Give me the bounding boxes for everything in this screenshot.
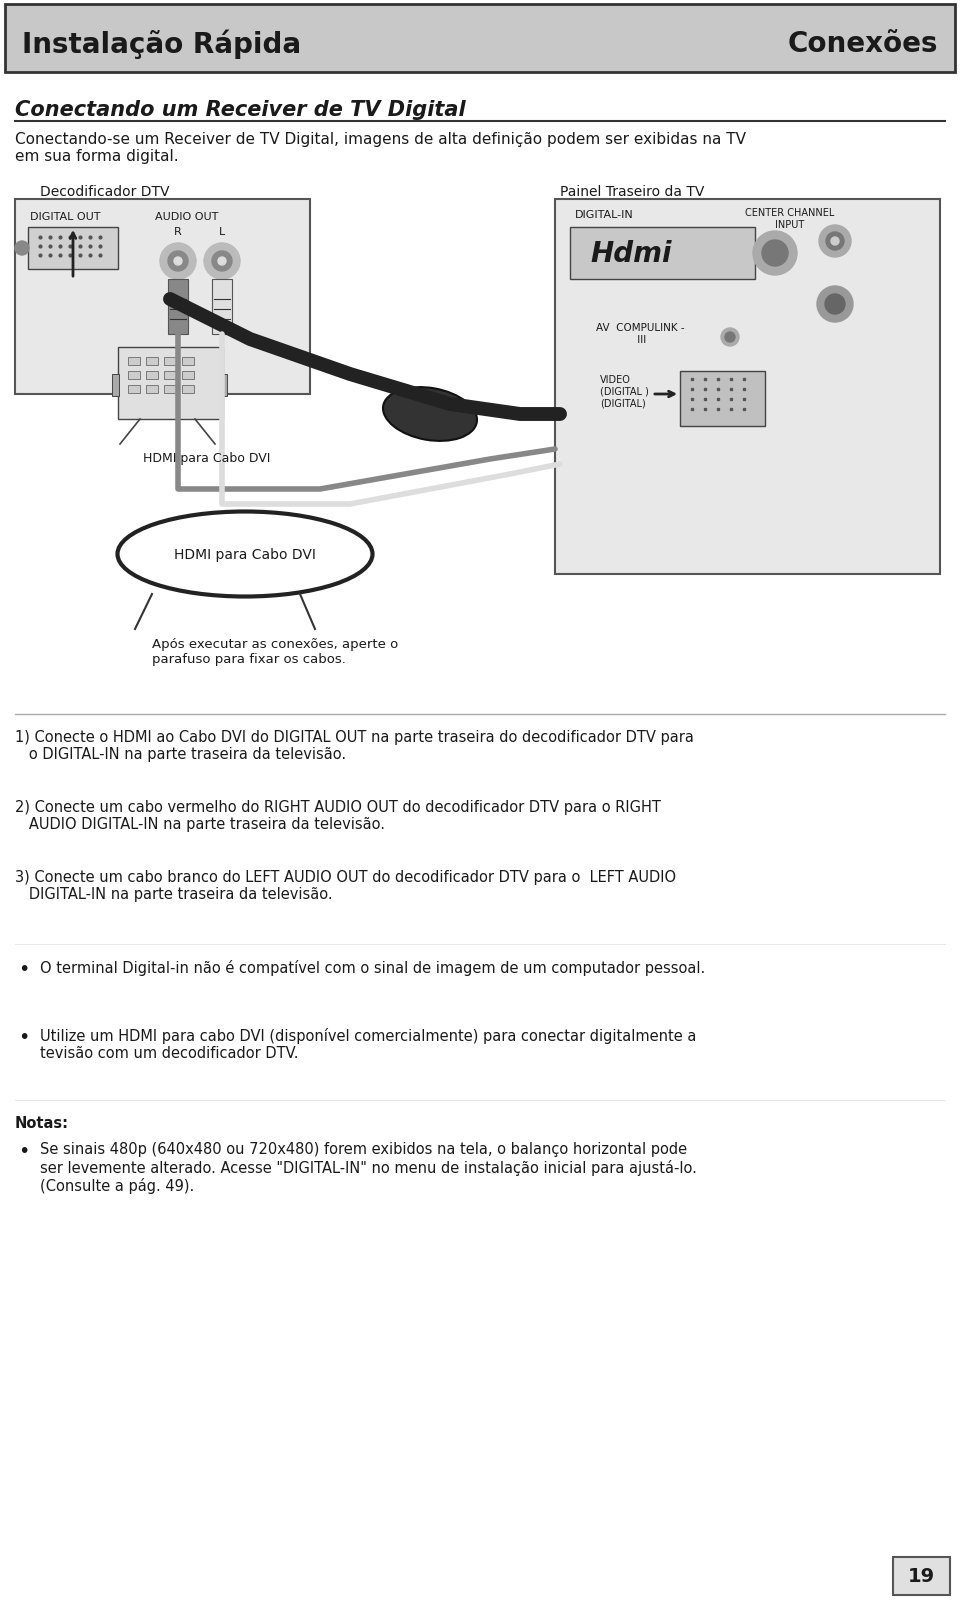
Circle shape [204, 244, 240, 279]
FancyBboxPatch shape [164, 358, 176, 366]
Text: HDMI para Cabo DVI: HDMI para Cabo DVI [143, 451, 271, 465]
FancyBboxPatch shape [128, 358, 140, 366]
FancyBboxPatch shape [570, 228, 755, 279]
Text: Se sinais 480p (640x480 ou 720x480) forem exibidos na tela, o balanço horizontal: Se sinais 480p (640x480 ou 720x480) fore… [40, 1141, 697, 1194]
FancyBboxPatch shape [118, 348, 223, 421]
Text: Painel Traseiro da TV: Painel Traseiro da TV [560, 185, 705, 199]
Circle shape [168, 252, 188, 271]
Circle shape [819, 226, 851, 258]
FancyBboxPatch shape [128, 385, 140, 393]
Text: Notas:: Notas: [15, 1115, 69, 1130]
Text: 19: 19 [907, 1566, 935, 1586]
FancyBboxPatch shape [164, 372, 176, 380]
Text: Hdmi: Hdmi [590, 239, 671, 268]
Circle shape [218, 258, 226, 266]
Text: O terminal Digital-in não é compatível com o sinal de imagem de um computador pe: O terminal Digital-in não é compatível c… [40, 960, 706, 976]
Text: •: • [18, 1027, 30, 1046]
Text: DIGITAL OUT: DIGITAL OUT [30, 212, 101, 221]
FancyBboxPatch shape [680, 372, 765, 427]
FancyBboxPatch shape [146, 372, 158, 380]
Circle shape [212, 252, 232, 271]
Text: Decodificador DTV: Decodificador DTV [40, 185, 170, 199]
Text: 2) Conecte um cabo vermelho do RIGHT AUDIO OUT do decodificador DTV para o RIGHT: 2) Conecte um cabo vermelho do RIGHT AUD… [15, 799, 660, 831]
FancyBboxPatch shape [128, 372, 140, 380]
FancyBboxPatch shape [146, 358, 158, 366]
Circle shape [721, 329, 739, 347]
Circle shape [160, 244, 196, 279]
Text: Conexões: Conexões [787, 30, 938, 58]
Text: •: • [18, 1141, 30, 1160]
Text: 3) Conecte um cabo branco do LEFT AUDIO OUT do decodificador DTV para o  LEFT AU: 3) Conecte um cabo branco do LEFT AUDIO … [15, 870, 676, 902]
Circle shape [817, 287, 853, 323]
FancyBboxPatch shape [893, 1557, 950, 1595]
Circle shape [725, 332, 735, 343]
FancyBboxPatch shape [164, 385, 176, 393]
Text: R: R [174, 226, 181, 238]
Circle shape [825, 295, 845, 315]
Text: AV  COMPULINK -
 III: AV COMPULINK - III [596, 323, 684, 345]
Circle shape [15, 242, 29, 255]
Text: CENTER CHANNEL
INPUT: CENTER CHANNEL INPUT [745, 209, 834, 230]
Text: Conectando-se um Receiver de TV Digital, imagens de alta definição podem ser exi: Conectando-se um Receiver de TV Digital,… [15, 132, 746, 164]
Circle shape [762, 241, 788, 266]
Circle shape [826, 233, 844, 250]
Text: AUDIO OUT: AUDIO OUT [155, 212, 218, 221]
FancyBboxPatch shape [212, 279, 232, 335]
Text: •: • [18, 960, 30, 979]
Text: VIDEO
(DIGITAL )
(DIGITAL): VIDEO (DIGITAL ) (DIGITAL) [600, 374, 649, 408]
FancyBboxPatch shape [168, 279, 188, 335]
FancyBboxPatch shape [112, 374, 119, 396]
FancyBboxPatch shape [182, 385, 194, 393]
FancyBboxPatch shape [182, 372, 194, 380]
FancyBboxPatch shape [555, 201, 940, 575]
Text: L: L [219, 226, 226, 238]
Text: Após executar as conexões, aperte o
parafuso para fixar os cabos.: Após executar as conexões, aperte o para… [152, 637, 398, 666]
Text: 1) Conecte o HDMI ao Cabo DVI do DIGITAL OUT na parte traseira do decodificador : 1) Conecte o HDMI ao Cabo DVI do DIGITAL… [15, 730, 694, 762]
Text: DIGITAL-IN: DIGITAL-IN [575, 210, 634, 220]
FancyBboxPatch shape [15, 201, 310, 395]
Text: Instalação Rápida: Instalação Rápida [22, 29, 301, 59]
FancyBboxPatch shape [146, 385, 158, 393]
FancyBboxPatch shape [182, 358, 194, 366]
Circle shape [831, 238, 839, 246]
Circle shape [174, 258, 182, 266]
FancyBboxPatch shape [220, 374, 227, 396]
Text: HDMI para Cabo DVI: HDMI para Cabo DVI [174, 547, 316, 562]
Ellipse shape [383, 388, 477, 441]
FancyBboxPatch shape [28, 228, 118, 270]
FancyBboxPatch shape [5, 5, 955, 72]
Text: Utilize um HDMI para cabo DVI (disponível comercialmente) para conectar digitalm: Utilize um HDMI para cabo DVI (disponíve… [40, 1027, 696, 1061]
Circle shape [753, 231, 797, 276]
Text: Conectando um Receiver de TV Digital: Conectando um Receiver de TV Digital [15, 100, 466, 120]
